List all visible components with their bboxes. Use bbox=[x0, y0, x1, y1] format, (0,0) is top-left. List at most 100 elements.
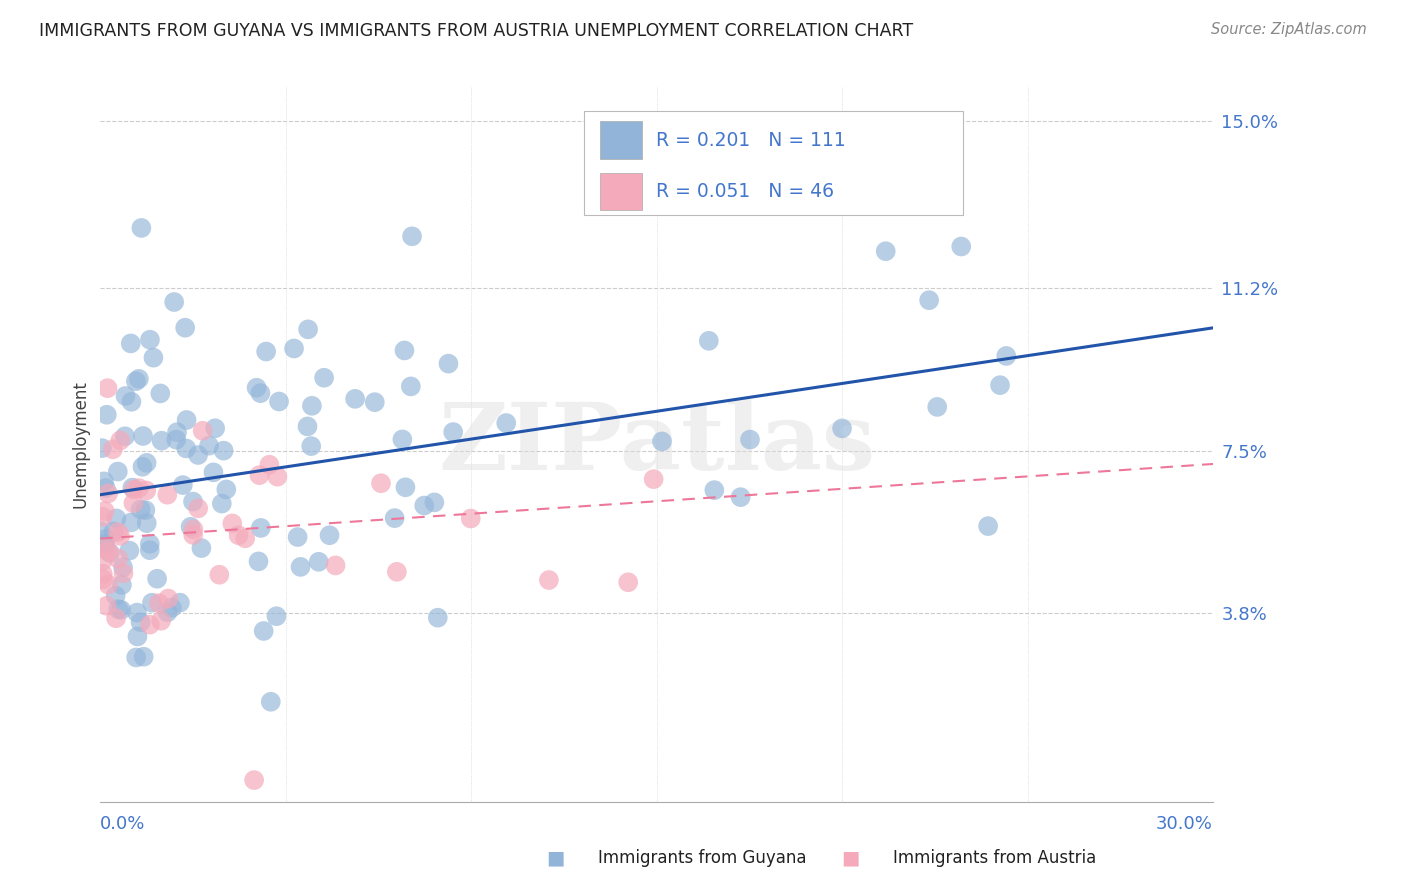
Point bbox=[107, 525, 129, 540]
Point bbox=[950, 239, 973, 253]
Point bbox=[301, 399, 323, 413]
Point bbox=[94, 532, 117, 546]
Point bbox=[135, 456, 157, 470]
Point bbox=[114, 389, 136, 403]
Point bbox=[394, 480, 416, 494]
Point bbox=[314, 370, 336, 384]
Point bbox=[160, 600, 183, 615]
Point bbox=[105, 611, 128, 625]
Point bbox=[370, 476, 392, 491]
Point bbox=[122, 496, 145, 510]
Y-axis label: Unemployment: Unemployment bbox=[72, 380, 89, 508]
Point bbox=[91, 509, 114, 524]
FancyBboxPatch shape bbox=[585, 112, 963, 215]
Point bbox=[995, 349, 1018, 363]
Point bbox=[120, 516, 142, 530]
Point bbox=[148, 596, 170, 610]
Point bbox=[111, 578, 134, 592]
Point bbox=[157, 591, 180, 606]
Point bbox=[221, 516, 243, 531]
Point bbox=[112, 560, 135, 574]
Point bbox=[174, 442, 197, 456]
Point bbox=[325, 558, 347, 573]
Point bbox=[228, 528, 250, 542]
Point bbox=[120, 336, 142, 351]
Point bbox=[413, 499, 436, 513]
Bar bbox=[600, 121, 643, 159]
Point bbox=[190, 541, 212, 555]
Point bbox=[128, 372, 150, 386]
Point bbox=[107, 465, 129, 479]
Text: 0.0%: 0.0% bbox=[100, 815, 146, 833]
Text: ■: ■ bbox=[546, 848, 565, 867]
Point bbox=[108, 529, 131, 543]
Point bbox=[93, 475, 115, 489]
Text: ■: ■ bbox=[841, 848, 860, 867]
Point bbox=[142, 351, 165, 365]
Point bbox=[139, 543, 162, 558]
Point bbox=[297, 419, 319, 434]
Point bbox=[107, 551, 129, 566]
Point bbox=[91, 566, 114, 581]
Point bbox=[94, 481, 117, 495]
Point bbox=[107, 602, 129, 616]
Point bbox=[139, 537, 162, 551]
Point bbox=[703, 483, 725, 497]
Point bbox=[260, 695, 283, 709]
Point bbox=[91, 554, 114, 568]
Point bbox=[165, 433, 187, 447]
Point bbox=[299, 439, 322, 453]
Point bbox=[247, 554, 270, 568]
Point bbox=[394, 343, 416, 358]
Point bbox=[89, 524, 111, 538]
Point bbox=[385, 565, 408, 579]
Point bbox=[437, 357, 460, 371]
Point bbox=[150, 434, 173, 448]
Point bbox=[91, 573, 114, 587]
Point bbox=[308, 555, 330, 569]
Point bbox=[617, 575, 640, 590]
Point bbox=[643, 472, 665, 486]
Point bbox=[166, 425, 188, 440]
Point bbox=[283, 342, 305, 356]
Point bbox=[105, 511, 128, 525]
Point bbox=[97, 577, 120, 591]
Point bbox=[460, 511, 482, 525]
Point bbox=[110, 603, 132, 617]
Point bbox=[135, 516, 157, 530]
Point bbox=[146, 572, 169, 586]
Point bbox=[697, 334, 720, 348]
Point bbox=[399, 379, 422, 393]
Point bbox=[91, 441, 114, 455]
Point bbox=[253, 624, 276, 638]
Point bbox=[249, 521, 271, 535]
Point bbox=[156, 605, 179, 619]
Point bbox=[132, 429, 155, 443]
Point bbox=[212, 443, 235, 458]
Point bbox=[127, 630, 149, 644]
Point bbox=[249, 386, 271, 401]
Point bbox=[110, 434, 132, 448]
Point bbox=[651, 434, 673, 449]
Point bbox=[103, 524, 125, 539]
Point bbox=[131, 459, 153, 474]
Point bbox=[125, 650, 148, 665]
Point bbox=[121, 481, 143, 495]
Point bbox=[104, 589, 127, 603]
Point bbox=[125, 374, 148, 388]
Point bbox=[831, 421, 853, 435]
Point bbox=[875, 244, 897, 259]
Text: Source: ZipAtlas.com: Source: ZipAtlas.com bbox=[1211, 22, 1367, 37]
Point bbox=[134, 503, 156, 517]
Point bbox=[927, 400, 949, 414]
Point bbox=[208, 567, 231, 582]
Point bbox=[401, 229, 423, 244]
Point bbox=[344, 392, 367, 406]
Point bbox=[96, 599, 118, 613]
Point bbox=[112, 566, 135, 581]
Point bbox=[266, 469, 288, 483]
Point bbox=[267, 394, 290, 409]
Point bbox=[495, 416, 517, 430]
Point bbox=[97, 486, 120, 500]
Point bbox=[918, 293, 941, 308]
